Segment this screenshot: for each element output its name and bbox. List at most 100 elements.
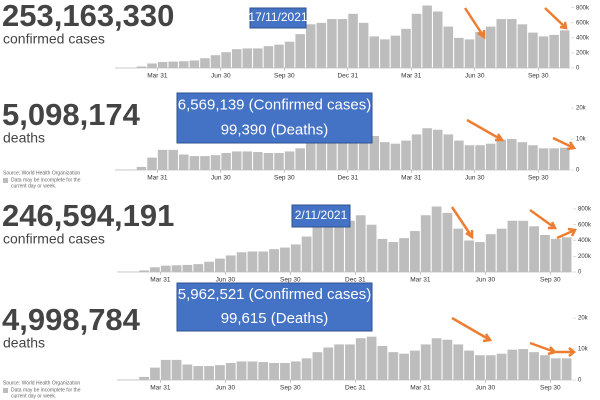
bar [561,237,572,272]
bar [231,49,242,68]
bar [136,166,147,170]
metric-label: deaths [3,335,45,351]
bar [369,135,380,170]
x-tick-label: Sep 30 [274,175,295,182]
bar [431,206,442,272]
bar [453,344,464,380]
y-tick-label: 20k [576,106,587,112]
bar [290,244,301,272]
bar [420,344,431,380]
y-tick-label: 200k [576,51,590,57]
annotation-box [176,282,373,332]
x-tick-label: Sep 30 [280,277,301,284]
bar [316,22,327,68]
bar [401,140,411,170]
bar [420,215,431,272]
bar [507,220,518,272]
bar [399,238,409,272]
annotation: 99,390 (Deaths) [221,121,329,138]
bar [496,139,506,170]
bar [323,224,334,272]
bar [496,353,507,380]
y-tick-label: 0 [576,66,580,72]
bar [399,353,409,380]
x-tick-label: Sep 30 [274,73,295,80]
bar [258,362,269,380]
x-tick-label: Mar 31 [401,175,422,182]
bar [295,34,305,68]
bar [242,151,253,170]
bar [179,61,189,68]
bar [528,145,538,170]
bar [485,234,496,272]
bar [540,234,550,272]
bar [442,339,453,380]
y-tick-label: 20k [578,316,589,322]
bar [538,148,549,170]
bar [263,152,274,170]
legend-swatch [3,388,8,393]
bar [200,156,210,170]
bar [327,19,337,68]
bar [182,364,193,380]
bar [263,46,274,68]
bar [179,154,189,170]
bar [388,242,399,272]
bar [355,338,366,380]
note: current day or week. [11,393,56,399]
y-tick-label: 0 [576,168,580,174]
bar [334,220,344,272]
x-tick-label: Dec 31 [345,385,366,392]
x-tick-label: Jun 30 [465,73,485,80]
bar [337,19,348,68]
bar [301,358,312,380]
y-tick-label: 200k [578,254,592,260]
bar [204,261,214,272]
bar [358,22,369,68]
bar [464,240,474,272]
x-tick-label: Jun 30 [211,73,231,80]
bar [464,350,474,380]
x-tick-label: Sep 30 [280,385,301,392]
bar [204,366,214,380]
bar [380,39,390,68]
bar [168,61,178,68]
bar [518,349,529,380]
bar [301,236,312,272]
bar [200,58,210,68]
bar [411,134,422,170]
big-number: 253,163,330 [2,0,174,33]
arrow [556,347,577,357]
bar [442,212,453,272]
bar [410,350,420,380]
bar [369,36,380,68]
bar [247,361,258,380]
arrow [463,7,486,40]
x-tick-label: Mar 31 [150,385,171,392]
bar [529,352,539,380]
bar [284,41,295,68]
bar [147,63,157,68]
arrow [466,118,505,142]
bar [559,30,570,68]
bar [160,359,171,380]
bar [171,265,182,272]
bar [485,143,496,170]
bar [454,140,464,170]
bars-layer [115,5,576,383]
bar [538,36,549,68]
big-number: 246,594,191 [2,198,174,233]
bar [464,39,475,68]
bar [215,258,225,272]
bar [337,134,348,170]
bar [253,48,263,68]
bar [316,137,327,170]
x-tick-label: Dec 31 [337,73,358,80]
bar [422,5,432,68]
bar [517,24,528,68]
metric-label: confirmed cases [3,231,105,247]
bar [269,249,279,272]
bar [274,152,284,170]
